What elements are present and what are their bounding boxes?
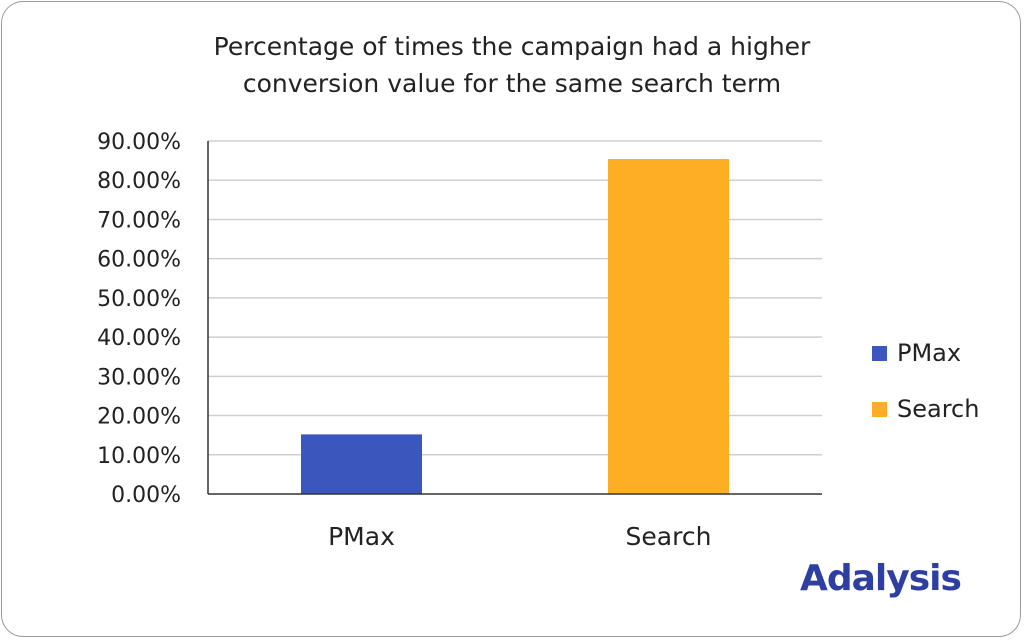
x-tick-label: Search	[626, 522, 712, 551]
y-tick-label: 50.00%	[97, 287, 181, 312]
chart-title-line-2: conversion value for the same search ter…	[242, 69, 782, 98]
legend-swatch-pmax	[872, 345, 887, 361]
x-tick-label: PMax	[328, 522, 395, 551]
y-tick-label: 90.00%	[97, 130, 181, 155]
legend-item-pmax: PMax	[872, 325, 979, 381]
chart-title-line-1: Percentage of times the campaign had a h…	[213, 32, 811, 61]
y-tick-label: 80.00%	[97, 169, 181, 194]
legend-label-pmax: PMax	[897, 339, 962, 367]
y-tick-label: 60.00%	[97, 248, 181, 273]
y-tick-label: 40.00%	[97, 326, 181, 351]
bar-pmax	[301, 434, 422, 494]
y-tick-label: 20.00%	[97, 405, 181, 430]
y-tick-label: 30.00%	[97, 365, 181, 390]
y-tick-label: 10.00%	[97, 444, 181, 469]
legend-swatch-search	[872, 401, 887, 417]
bar-search	[608, 159, 729, 494]
adalysis-logo: Adalysis	[800, 558, 962, 599]
chart-title: Percentage of times the campaign had a h…	[120, 28, 904, 102]
legend: PMax Search	[872, 325, 979, 437]
y-tick-label: 70.00%	[97, 208, 181, 233]
y-tick-label: 0.00%	[111, 483, 181, 508]
legend-label-search: Search	[897, 395, 980, 423]
legend-item-search: Search	[872, 381, 979, 437]
